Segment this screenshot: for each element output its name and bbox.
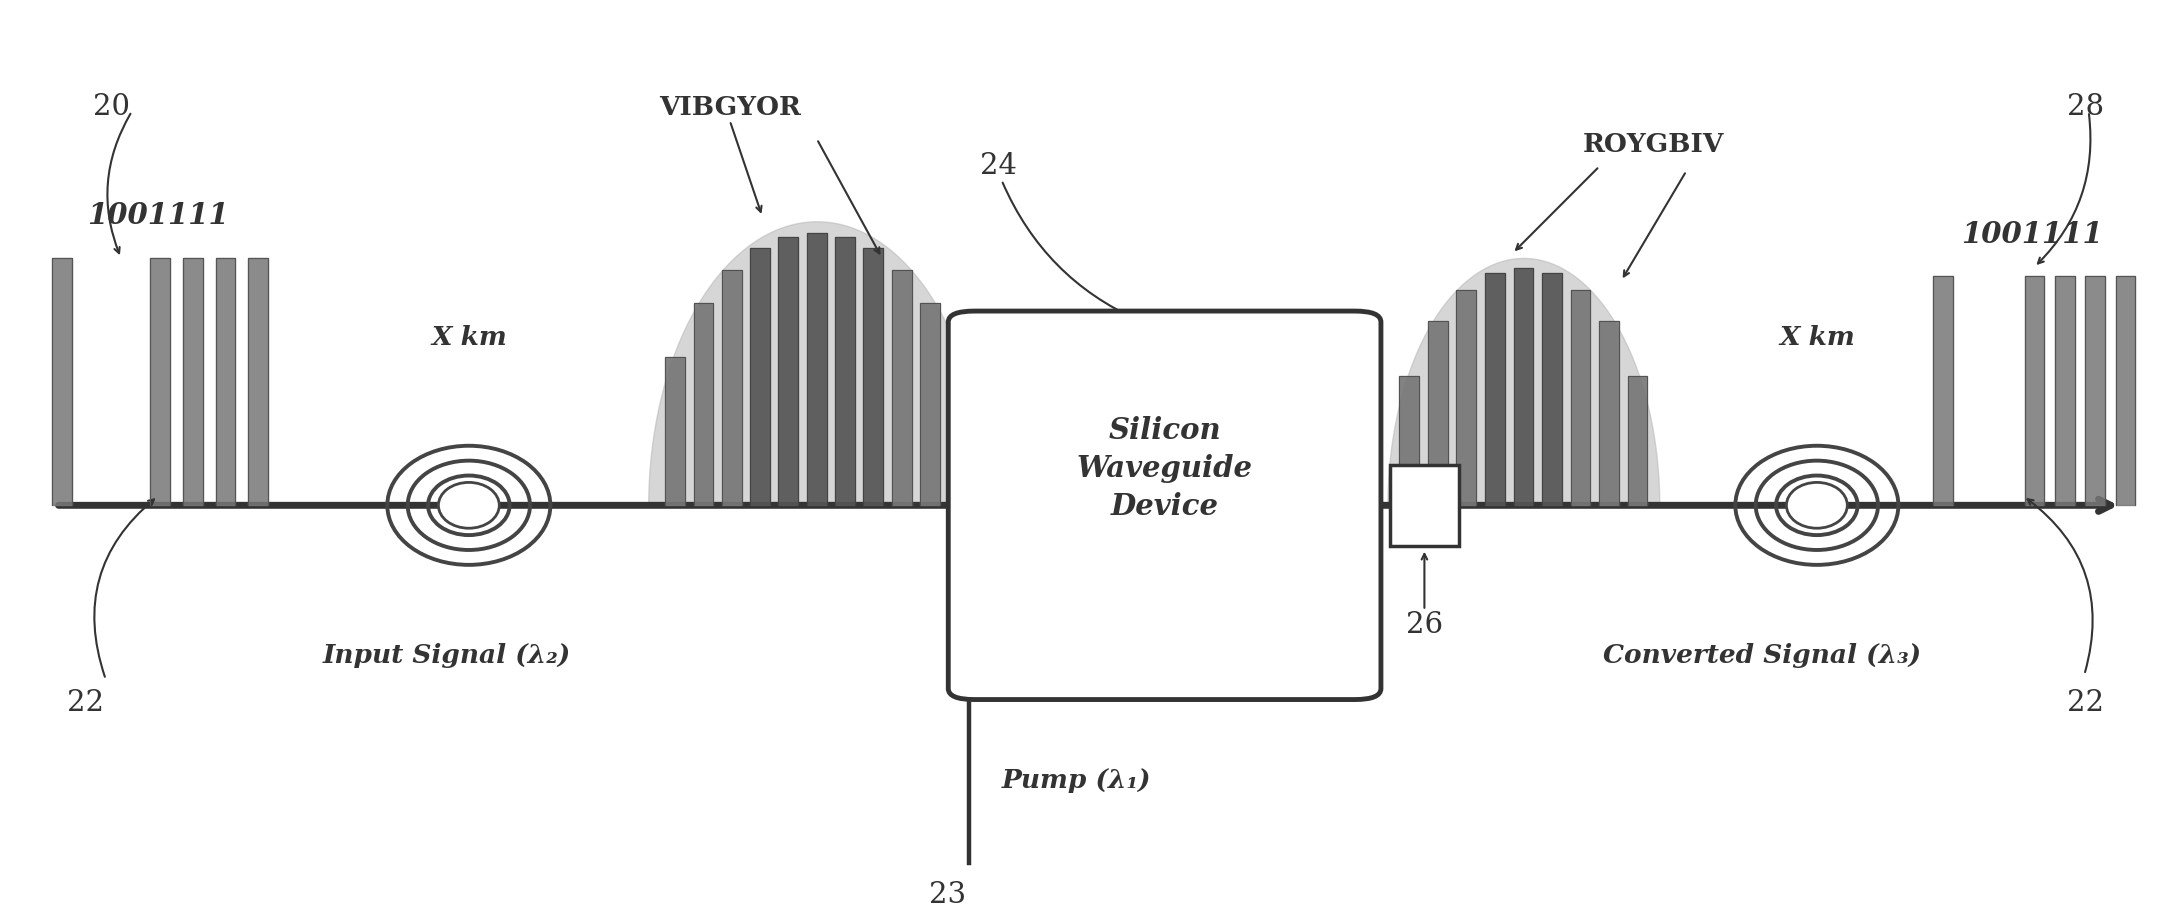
- Polygon shape: [150, 258, 170, 505]
- Polygon shape: [2055, 277, 2075, 505]
- Text: 20: 20: [94, 93, 131, 121]
- Text: VIBGYOR: VIBGYOR: [660, 96, 801, 120]
- Polygon shape: [836, 236, 856, 505]
- Text: 22: 22: [67, 688, 104, 717]
- Polygon shape: [183, 258, 202, 505]
- Polygon shape: [751, 248, 771, 505]
- Polygon shape: [2116, 277, 2136, 505]
- Polygon shape: [1428, 321, 1448, 505]
- Text: 28: 28: [2066, 93, 2103, 121]
- Text: 24: 24: [980, 152, 1017, 180]
- Text: 1001111: 1001111: [87, 201, 229, 231]
- Polygon shape: [864, 248, 884, 505]
- Text: ROYGBIV: ROYGBIV: [1583, 132, 1724, 157]
- Polygon shape: [216, 258, 235, 505]
- Polygon shape: [1513, 267, 1533, 505]
- Polygon shape: [779, 236, 799, 505]
- Text: 23: 23: [930, 881, 967, 909]
- Polygon shape: [1400, 377, 1419, 505]
- Text: 1001111: 1001111: [1961, 220, 2103, 249]
- Polygon shape: [248, 258, 268, 505]
- Polygon shape: [2025, 277, 2044, 505]
- Text: Silicon
Waveguide
Device: Silicon Waveguide Device: [1078, 416, 1252, 521]
- Polygon shape: [949, 357, 969, 505]
- Polygon shape: [1628, 377, 1648, 505]
- Polygon shape: [1541, 273, 1561, 505]
- Polygon shape: [808, 233, 827, 505]
- Polygon shape: [1600, 321, 1620, 505]
- Text: Converted Signal (λ₃): Converted Signal (λ₃): [1604, 642, 1922, 668]
- Text: 26: 26: [1406, 611, 1443, 639]
- Text: 22: 22: [2066, 688, 2103, 717]
- Polygon shape: [1485, 273, 1504, 505]
- Polygon shape: [1933, 277, 1953, 505]
- Polygon shape: [921, 303, 940, 505]
- Polygon shape: [1456, 289, 1476, 505]
- Polygon shape: [52, 258, 72, 505]
- Text: Pump (λ₁): Pump (λ₁): [1001, 767, 1152, 793]
- Polygon shape: [1570, 289, 1589, 505]
- Text: X km: X km: [1779, 324, 1855, 349]
- Ellipse shape: [438, 482, 499, 528]
- Polygon shape: [723, 270, 742, 505]
- Polygon shape: [666, 357, 686, 505]
- Polygon shape: [893, 270, 912, 505]
- Text: X km: X km: [431, 324, 507, 349]
- Polygon shape: [2086, 277, 2105, 505]
- FancyBboxPatch shape: [949, 311, 1380, 699]
- Polygon shape: [694, 303, 714, 505]
- Text: Input Signal (λ₂): Input Signal (λ₂): [322, 642, 570, 668]
- Ellipse shape: [1787, 482, 1848, 528]
- FancyBboxPatch shape: [1389, 464, 1459, 546]
